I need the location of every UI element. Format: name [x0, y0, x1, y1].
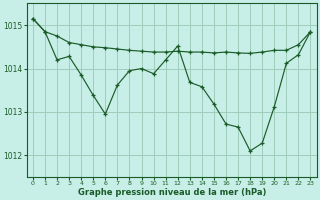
X-axis label: Graphe pression niveau de la mer (hPa): Graphe pression niveau de la mer (hPa) — [77, 188, 266, 197]
